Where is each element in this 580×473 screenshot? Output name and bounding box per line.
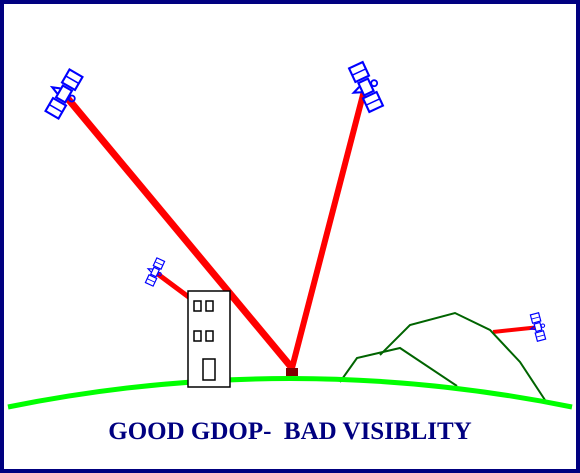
hills <box>339 311 546 401</box>
building-window <box>193 300 202 312</box>
signal-line-upper-right <box>289 86 368 369</box>
building-door <box>202 358 216 381</box>
satellite-icon <box>342 59 389 116</box>
signal-line-upper-left <box>61 91 295 371</box>
signal-line-low-left <box>153 269 192 301</box>
building <box>187 290 231 388</box>
caption: GOOD GDOP- BAD VISIBLITY <box>108 418 472 445</box>
receiver-icon <box>286 368 298 376</box>
building-window <box>205 300 214 312</box>
building-window <box>205 330 214 342</box>
building-window <box>193 330 202 342</box>
satellite-icon <box>141 255 168 288</box>
ground-arc <box>7 376 573 410</box>
